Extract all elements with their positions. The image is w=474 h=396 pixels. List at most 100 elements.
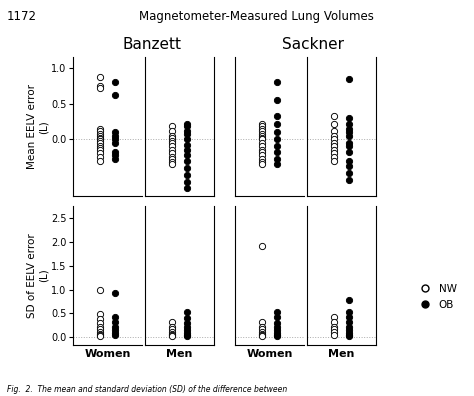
Point xyxy=(330,140,337,146)
Point xyxy=(183,329,191,336)
Point xyxy=(258,130,266,137)
Point xyxy=(330,143,337,150)
Text: Banzett: Banzett xyxy=(122,37,181,52)
Point xyxy=(345,319,353,325)
Point xyxy=(112,329,119,336)
Point xyxy=(96,83,104,89)
Point xyxy=(345,163,353,169)
Point xyxy=(96,324,104,330)
Point xyxy=(330,314,337,320)
Point xyxy=(345,115,353,121)
Point xyxy=(168,156,176,162)
Point xyxy=(96,147,104,153)
Point xyxy=(183,136,191,143)
Point xyxy=(96,73,104,80)
Point xyxy=(183,164,191,171)
Point xyxy=(258,143,266,150)
Point xyxy=(96,128,104,134)
Point xyxy=(273,327,281,333)
Point xyxy=(183,309,191,316)
Point xyxy=(112,140,119,146)
Point xyxy=(345,309,353,316)
Point xyxy=(168,147,176,153)
Point xyxy=(183,120,191,127)
Point xyxy=(345,143,353,150)
Point xyxy=(345,314,353,320)
Point xyxy=(96,136,104,143)
Point xyxy=(273,129,281,135)
Point xyxy=(258,326,266,332)
Point xyxy=(273,329,281,336)
Point xyxy=(112,92,119,98)
Point xyxy=(183,157,191,164)
Point xyxy=(112,152,119,158)
Point xyxy=(183,171,191,178)
Point xyxy=(96,143,104,150)
Point xyxy=(258,120,266,127)
Point xyxy=(258,333,266,339)
Point xyxy=(345,333,353,339)
Point xyxy=(168,159,176,165)
Point xyxy=(183,324,191,330)
Point xyxy=(96,150,104,156)
Point xyxy=(112,314,119,320)
Point xyxy=(345,297,353,303)
Point xyxy=(183,128,191,134)
Point xyxy=(168,135,176,141)
Point xyxy=(168,328,176,335)
Point xyxy=(330,150,337,156)
Point xyxy=(345,133,353,139)
Point xyxy=(168,133,176,139)
Point xyxy=(96,286,104,293)
Point xyxy=(345,324,353,330)
Point xyxy=(345,177,353,184)
Point xyxy=(112,319,119,325)
Y-axis label: Mean EELV error
(L): Mean EELV error (L) xyxy=(27,84,48,169)
Point xyxy=(183,315,191,322)
Point xyxy=(96,320,104,326)
Point xyxy=(183,147,191,153)
Point xyxy=(258,128,266,134)
Point xyxy=(330,136,337,143)
Point xyxy=(183,130,191,137)
Point xyxy=(273,309,281,316)
Point xyxy=(345,327,353,333)
Point xyxy=(258,242,266,249)
Point xyxy=(345,120,353,127)
Point xyxy=(96,333,104,339)
Point xyxy=(345,76,353,82)
Point xyxy=(273,324,281,330)
Point xyxy=(345,126,353,132)
Point xyxy=(258,156,266,162)
Point xyxy=(330,154,337,160)
Point xyxy=(183,185,191,191)
Point xyxy=(168,324,176,330)
Text: Fig.  2.  The mean and standard deviation (SD) of the difference between: Fig. 2. The mean and standard deviation … xyxy=(7,385,287,394)
Point xyxy=(96,330,104,337)
Point xyxy=(96,145,104,151)
Point xyxy=(168,150,176,156)
Point xyxy=(258,135,266,141)
Point xyxy=(258,161,266,167)
Point xyxy=(330,324,337,330)
Point xyxy=(273,161,281,167)
Point xyxy=(330,128,337,134)
Point xyxy=(168,333,176,339)
Point xyxy=(96,316,104,322)
Point xyxy=(183,142,191,148)
Point xyxy=(168,319,176,325)
Point xyxy=(96,133,104,139)
Point xyxy=(273,97,281,103)
Point xyxy=(168,161,176,167)
Point xyxy=(273,314,281,320)
Point xyxy=(330,326,337,332)
Point xyxy=(273,136,281,143)
Point xyxy=(96,135,104,141)
Point xyxy=(96,154,104,160)
Point xyxy=(273,149,281,155)
Point xyxy=(330,332,337,338)
Point xyxy=(96,311,104,318)
Point xyxy=(330,133,337,139)
Point xyxy=(112,136,119,143)
Point xyxy=(345,129,353,135)
